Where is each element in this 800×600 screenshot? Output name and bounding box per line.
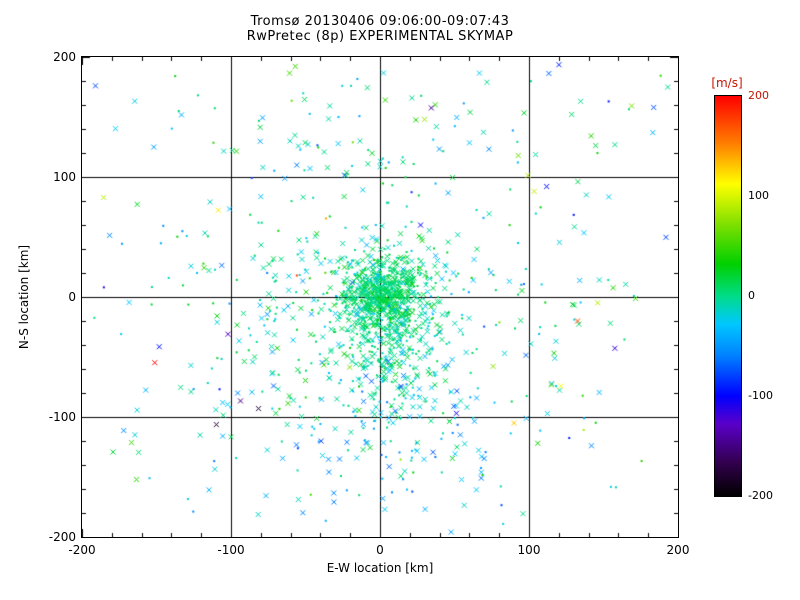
y-tick-label: -200 [48,530,76,544]
colorbar-tick-label: -100 [748,389,773,402]
y-tick-label: 100 [53,170,76,184]
colorbar-unit-label: [m/s] [711,76,743,90]
x-tick-label: 200 [666,543,690,557]
x-axis-label: E-W location [km] [326,561,434,575]
y-axis-label: N-S location [km] [17,244,31,350]
x-tick-label: -200 [68,543,96,557]
chart-subtitle: RwPretec (8p) EXPERIMENTAL SKYMAP [246,29,514,44]
colorbar-tick-label: 0 [748,289,755,302]
y-tick-label: -100 [48,410,76,424]
colorbar-tick-label: -200 [748,489,773,502]
skymap-canvas [82,57,678,537]
colorbar-tick-label: 100 [748,189,769,202]
x-tick-label: -100 [217,543,245,557]
chart-title: Tromsø 20130406 09:06:00-09:07:43 [250,14,510,29]
plot-area [81,56,679,538]
colorbar-tick-label: 200 [748,89,769,102]
colorbar [714,95,742,497]
x-tick-label: 0 [376,543,384,557]
y-tick-label: 200 [53,50,76,64]
y-tick-label: 0 [68,290,76,304]
x-tick-label: 100 [517,543,541,557]
